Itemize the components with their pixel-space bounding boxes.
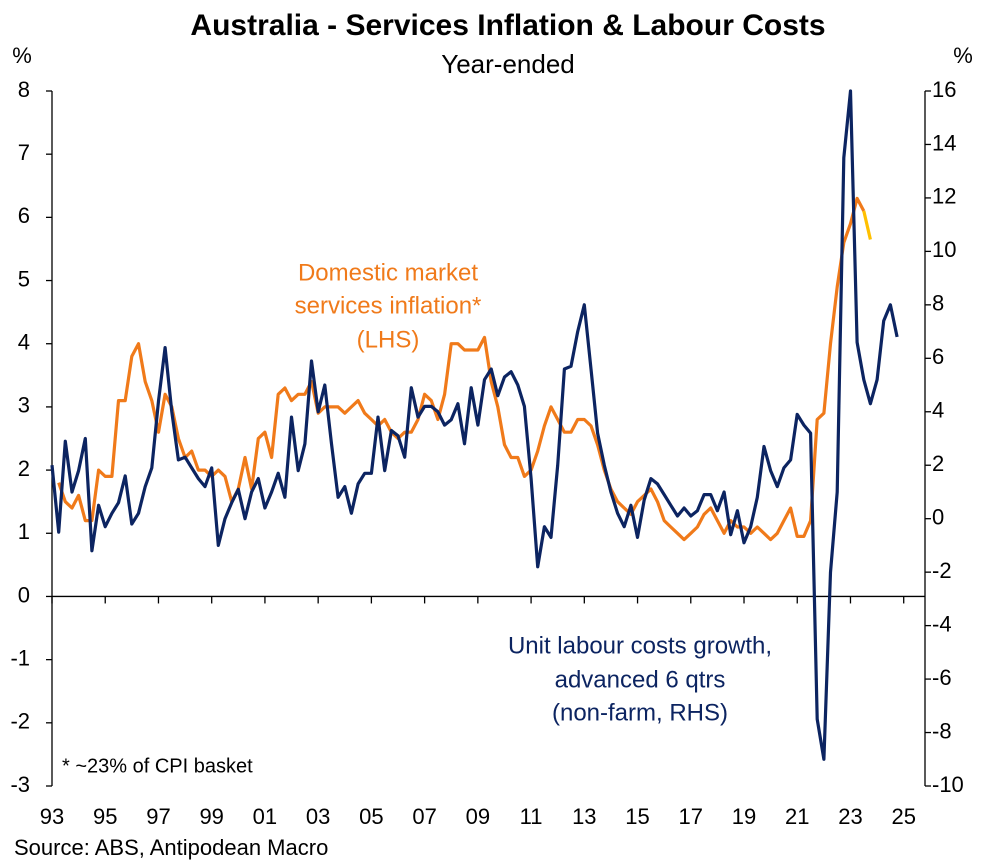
x-tick-label: 17 xyxy=(679,804,703,829)
x-tick-label: 25 xyxy=(891,804,915,829)
y2-tick-label: -2 xyxy=(932,558,952,583)
y-tick-label: 8 xyxy=(18,77,30,102)
x-tick-label: 93 xyxy=(40,804,64,829)
x-tick-label: 15 xyxy=(625,804,649,829)
x-tick-label: 11 xyxy=(520,804,543,829)
x-tick-label: 23 xyxy=(838,804,862,829)
x-tick-label: 21 xyxy=(785,804,809,829)
x-tick-label: 13 xyxy=(572,804,596,829)
y-tick-label: -2 xyxy=(10,709,30,734)
annotation: Unit labour costs growth, xyxy=(508,632,772,659)
y-tick-label: 3 xyxy=(18,393,30,418)
y-tick-label: 7 xyxy=(18,140,30,165)
y-tick-label: -1 xyxy=(10,645,30,670)
source: Source: ABS, Antipodean Macro xyxy=(14,835,328,860)
y-axis-label: % xyxy=(12,43,32,68)
y2-tick-label: 8 xyxy=(932,291,944,316)
y2-tick-label: -4 xyxy=(932,611,952,636)
x-tick-label: 01 xyxy=(253,804,277,829)
x-tick-label: 97 xyxy=(146,804,170,829)
annotation: services inflation* xyxy=(295,292,482,319)
y-tick-label: 6 xyxy=(18,203,30,228)
y2-tick-label: -10 xyxy=(932,772,964,797)
y2-tick-label: 10 xyxy=(932,237,956,262)
series-line xyxy=(57,196,866,542)
y2-tick-label: 6 xyxy=(932,344,944,369)
x-tick-label: 05 xyxy=(359,804,383,829)
y2-tick-label: 0 xyxy=(932,505,944,530)
y-tick-label: 1 xyxy=(18,519,30,544)
x-tick-label: 99 xyxy=(199,804,223,829)
annotation: (LHS) xyxy=(357,326,420,353)
y2-tick-label: -6 xyxy=(932,665,952,690)
x-tick-label: 09 xyxy=(466,804,490,829)
x-tick-label: 07 xyxy=(412,804,436,829)
x-tick-label: 95 xyxy=(93,804,117,829)
y-tick-label: 2 xyxy=(18,456,30,481)
y-tick-label: -3 xyxy=(10,772,30,797)
y2-tick-label: 4 xyxy=(932,398,944,423)
y-tick-label: 0 xyxy=(18,582,30,607)
series-line xyxy=(50,89,899,761)
y2-axis-label: % xyxy=(953,43,973,68)
y-tick-label: 4 xyxy=(18,330,30,355)
annotation: Domestic market xyxy=(298,259,478,286)
y2-tick-label: 14 xyxy=(932,130,956,155)
y2-tick-label: 16 xyxy=(932,77,956,102)
x-tick-label: 19 xyxy=(732,804,756,829)
x-tick-label: 03 xyxy=(306,804,330,829)
series-line xyxy=(862,210,872,240)
y2-tick-label: 12 xyxy=(932,184,956,209)
y-tick-label: 5 xyxy=(18,266,30,291)
y2-tick-label: 2 xyxy=(932,451,944,476)
chart-subtitle: Year-ended xyxy=(441,49,575,79)
y2-tick-label: -8 xyxy=(932,718,952,743)
chart-title: Australia - Services Inflation & Labour … xyxy=(190,9,825,42)
footnote: * ~23% of CPI basket xyxy=(62,755,253,777)
annotation: (non-farm, RHS) xyxy=(552,699,728,726)
annotation: advanced 6 qtrs xyxy=(555,666,726,693)
